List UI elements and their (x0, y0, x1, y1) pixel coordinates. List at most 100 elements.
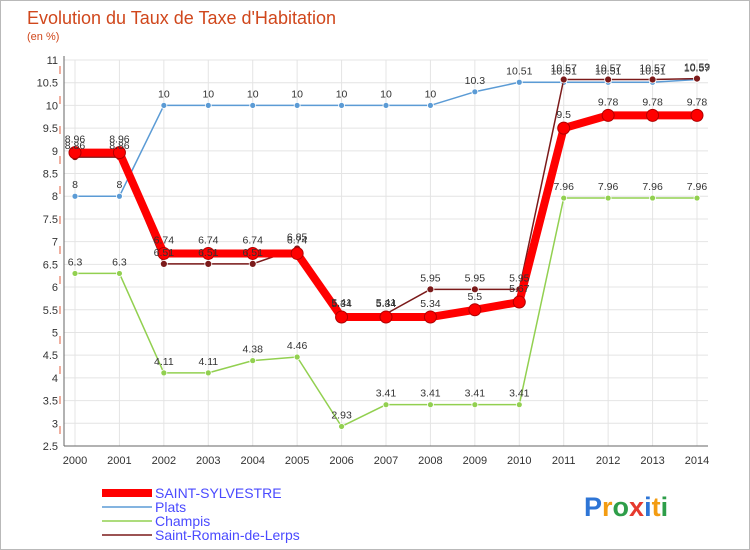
data-label: 10 (202, 88, 214, 100)
data-point (338, 423, 345, 430)
proxiti-logo: Proxiti (584, 492, 668, 522)
data-point (160, 102, 168, 109)
chart-title: Evolution du Taux de Taxe d'Habitation (27, 8, 336, 28)
data-point (426, 285, 435, 294)
data-point (204, 369, 212, 377)
x-tick-label: 2011 (552, 455, 576, 467)
data-label: 8.96 (109, 134, 130, 146)
data-point (423, 310, 437, 324)
data-point (293, 102, 301, 109)
data-label: 10 (336, 88, 348, 100)
data-point (604, 194, 612, 202)
x-tick-label: 2003 (196, 455, 220, 467)
x-tick-label: 2013 (640, 455, 664, 467)
data-label: 5.67 (509, 283, 530, 295)
x-tick-label: 2005 (285, 455, 309, 467)
data-point (116, 192, 123, 200)
y-tick-label: 9 (52, 146, 58, 158)
data-point (71, 192, 79, 200)
data-point (335, 310, 349, 324)
logo-letter: r (602, 492, 613, 522)
logo-letter: t (652, 492, 661, 522)
data-label: 10 (291, 88, 303, 100)
data-label: 8 (72, 179, 78, 191)
data-point (512, 295, 526, 309)
logo-text: Proxiti (584, 492, 668, 522)
data-label: 7.96 (687, 181, 708, 193)
data-label: 5.95 (420, 272, 441, 284)
y-tick-label: 3 (52, 418, 58, 430)
data-point (204, 259, 213, 268)
x-tick-label: 2009 (463, 455, 487, 467)
x-tick-label: 2008 (418, 455, 442, 467)
data-label: 8 (117, 179, 123, 191)
data-label: 6.85 (287, 231, 308, 243)
data-point (248, 259, 257, 268)
data-point (515, 78, 523, 86)
data-point (157, 246, 171, 260)
y-tick-label: 7 (52, 237, 58, 249)
data-label: 7.96 (598, 181, 619, 193)
chart-subtitle: (en %) (27, 31, 59, 43)
data-point (382, 102, 390, 109)
x-tick-label: 2007 (374, 455, 398, 467)
data-label: 10.51 (551, 65, 577, 77)
data-label: 6.74 (287, 234, 308, 246)
data-point (379, 310, 393, 324)
data-label: 6.51 (198, 247, 219, 259)
data-point (693, 194, 701, 202)
y-tick-label: 11 (47, 55, 58, 67)
data-label: 4.11 (154, 356, 174, 368)
data-point (560, 194, 568, 202)
data-label: 7.96 (642, 181, 663, 193)
data-label: 6.51 (242, 247, 263, 259)
data-point (515, 401, 523, 409)
data-label: 9.78 (687, 96, 708, 108)
data-label: 4.38 (242, 344, 263, 356)
data-label: 10 (380, 88, 392, 100)
y-tick-label: 10.5 (37, 78, 58, 90)
data-point (249, 357, 257, 365)
data-label: 3.41 (376, 388, 397, 400)
y-tick-label: 10 (46, 100, 58, 112)
logo-letter: P (584, 492, 602, 522)
data-point (112, 146, 126, 160)
data-point (293, 353, 301, 361)
data-label: 4.46 (287, 340, 308, 352)
y-tick-label: 4.5 (43, 350, 58, 362)
data-point (559, 75, 568, 84)
data-label: 8.86 (65, 140, 86, 152)
data-label: 10.57 (639, 63, 665, 75)
y-tick-label: 2.5 (43, 441, 58, 453)
data-point (249, 102, 257, 109)
data-point (601, 108, 615, 122)
legend: SAINT-SYLVESTREPlatsChampisSaint-Romain-… (102, 485, 300, 543)
x-tick-label: 2010 (507, 455, 531, 467)
data-label: 5.34 (420, 298, 441, 310)
data-label: 6.74 (198, 234, 219, 246)
data-point (338, 102, 345, 109)
data-label: 4.11 (198, 356, 218, 368)
data-label: 10.57 (684, 63, 710, 75)
data-point (646, 108, 660, 122)
data-label: 6.74 (242, 234, 263, 246)
y-tick-label: 5 (52, 327, 58, 339)
data-point (427, 401, 434, 409)
data-point (204, 102, 212, 109)
data-point (68, 146, 82, 160)
legend-label: SAINT-SYLVESTRE (155, 485, 282, 501)
y-tick-label: 3.5 (43, 396, 58, 408)
data-point (649, 194, 656, 202)
legend-label: Champis (155, 513, 210, 529)
data-label: 5.34 (331, 298, 352, 310)
data-label: 10.59 (684, 62, 710, 74)
data-label: 5.41 (376, 297, 397, 309)
data-point (382, 401, 390, 409)
y-tick-label: 4 (52, 373, 58, 385)
x-tick-label: 2004 (240, 455, 264, 467)
data-point (604, 75, 613, 84)
data-label: 6.3 (112, 256, 127, 268)
x-tick-label: 2012 (596, 455, 620, 467)
